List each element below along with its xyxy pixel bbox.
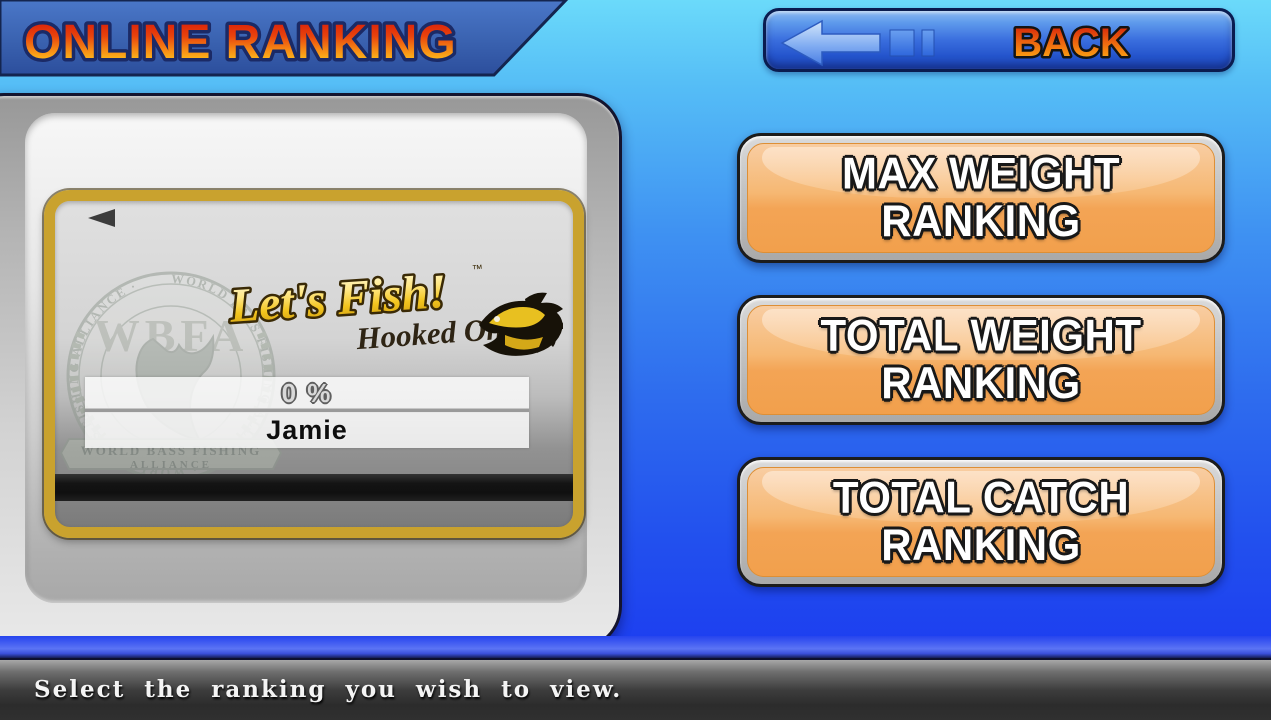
total-weight-ranking-label: TOTAL WEIGHT RANKING <box>820 310 1142 408</box>
back-button-label: BACK <box>1013 21 1129 65</box>
back-button-label-svg: BACK <box>1011 19 1132 68</box>
title-banner-shape <box>0 0 569 77</box>
progress-row: 0 % <box>85 377 529 409</box>
total-catch-ranking-label: TOTAL CATCH RANKING <box>832 472 1130 570</box>
max-weight-ranking-button-face: MAX WEIGHT RANKING <box>747 143 1215 253</box>
card-reader-panel: WORLD BASS FISHING ALLIANCE · WORLD BASS… <box>0 93 622 650</box>
player-info-band: 0 % Jamie <box>85 377 529 448</box>
seal-ribbon-text-2: ALLIANCE <box>130 459 212 471</box>
band-divider <box>85 409 529 412</box>
title-banner: ONLINE RANKING <box>0 0 569 77</box>
progress-percent: 0 % <box>281 377 333 408</box>
max-weight-ranking-label: MAX WEIGHT RANKING <box>842 148 1120 246</box>
total-weight-ranking-button-face: TOTAL WEIGHT RANKING <box>747 305 1215 415</box>
card-reader-slot: WORLD BASS FISHING ALLIANCE · WORLD BASS… <box>25 113 587 603</box>
total-catch-ranking-button-face: TOTAL CATCH RANKING <box>747 467 1215 577</box>
page-title: ONLINE RANKING <box>24 16 457 69</box>
laurel-left <box>69 331 107 440</box>
player-name-row: Jamie <box>85 412 529 448</box>
lets-fish-logo: Let's Fish! ™ Hooked On <box>224 263 563 356</box>
laurel-right <box>235 331 273 440</box>
back-arrow-icon <box>780 19 935 67</box>
bottom-blue-band <box>0 636 1271 658</box>
card-prev-arrow-icon[interactable] <box>88 209 115 227</box>
license-card[interactable]: WORLD BASS FISHING ALLIANCE · WORLD BASS… <box>44 190 584 538</box>
max-weight-ranking-button[interactable]: MAX WEIGHT RANKING <box>737 133 1225 263</box>
logo-tm: ™ <box>471 263 483 276</box>
status-bar: Select the ranking you wish to view. <box>0 658 1271 720</box>
player-name: Jamie <box>266 414 348 445</box>
total-weight-ranking-button[interactable]: TOTAL WEIGHT RANKING <box>737 295 1225 425</box>
back-button[interactable]: BACK <box>763 8 1235 72</box>
status-message: Select the ranking you wish to view. <box>34 676 623 703</box>
total-catch-ranking-button[interactable]: TOTAL CATCH RANKING <box>737 457 1225 587</box>
magnetic-stripe <box>55 474 573 501</box>
logo-fish-icon <box>479 292 563 356</box>
